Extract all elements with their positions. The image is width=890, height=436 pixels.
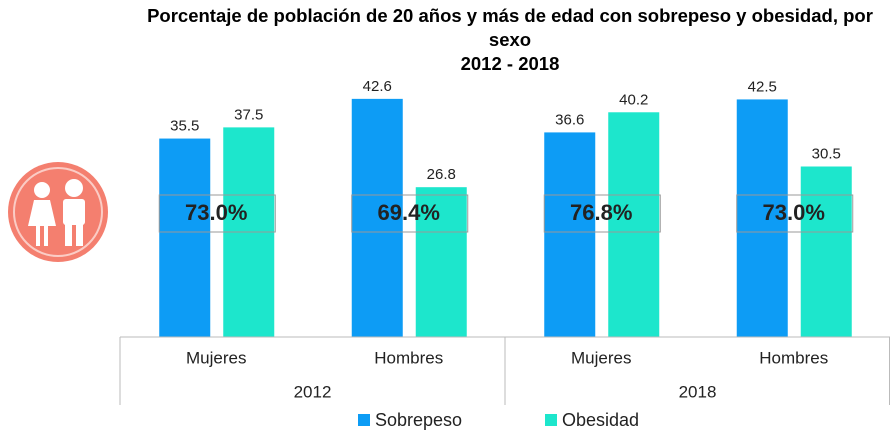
title: Porcentaje de población de 20 años y más… — [147, 5, 873, 50]
total-label: 73.0% — [763, 200, 825, 225]
value-label: 42.5 — [748, 78, 777, 95]
value-label: 35.5 — [170, 118, 199, 135]
x-tick-label: Hombres — [759, 348, 828, 367]
total-label: 76.8% — [570, 200, 632, 225]
bar — [159, 138, 211, 337]
bar — [800, 166, 852, 337]
x-tick-label: Hombres — [374, 348, 443, 367]
total-label: 73.0% — [185, 200, 247, 225]
group-label: 2018 — [679, 382, 717, 401]
people-icon — [8, 162, 108, 262]
total-box — [158, 194, 276, 233]
bar — [351, 98, 403, 337]
total-box — [351, 194, 469, 233]
bar — [736, 99, 788, 337]
bar — [415, 187, 467, 337]
value-label: 30.5 — [812, 145, 841, 162]
legend-label: Obesidad — [562, 410, 639, 430]
legend-swatch — [545, 414, 557, 426]
total-box — [543, 194, 661, 233]
total-box — [736, 194, 854, 233]
value-label: 40.2 — [619, 91, 648, 108]
bar — [608, 112, 660, 337]
value-label: 42.6 — [363, 78, 392, 95]
legend-label: Sobrepeso — [375, 410, 462, 430]
group-label: 2012 — [294, 382, 332, 401]
subtitle: 2012 - 2018 — [460, 53, 560, 74]
value-label: 37.5 — [234, 106, 263, 123]
value-label: 26.8 — [427, 166, 456, 183]
bar — [544, 132, 596, 337]
x-tick-label: Mujeres — [186, 348, 246, 367]
legend-swatch — [358, 414, 370, 426]
value-label: 36.6 — [555, 111, 584, 128]
x-tick-label: Mujeres — [571, 348, 631, 367]
chart-title: Porcentaje de población de 20 años y más… — [140, 4, 880, 76]
total-label: 69.4% — [378, 200, 440, 225]
